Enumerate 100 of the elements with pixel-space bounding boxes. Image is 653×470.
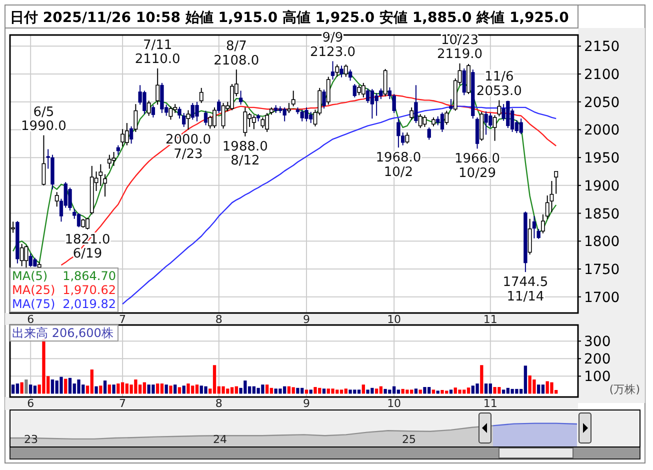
candlestick [519, 118, 523, 135]
bar [265, 384, 269, 394]
candlestick [286, 102, 291, 114]
candlestick [357, 84, 362, 96]
bar [466, 388, 470, 394]
x-tick-label: 9 [302, 397, 310, 410]
bar [348, 390, 352, 394]
y-axis-title: (万株) [609, 383, 640, 396]
candlestick [492, 114, 497, 142]
bar [94, 386, 98, 394]
bar [344, 388, 348, 394]
bar [174, 384, 177, 394]
bar [120, 382, 124, 394]
bar [125, 384, 129, 394]
candlestick [414, 84, 418, 124]
annotation: 7/11 2110.0 [134, 38, 180, 68]
x-tick-label: 7 [119, 313, 126, 326]
annotation: 1744.5 11/14 [502, 275, 548, 304]
bar [414, 388, 418, 394]
bar [374, 388, 378, 394]
bar [423, 387, 426, 394]
annotation: 1966.0 10/29 [454, 152, 500, 181]
bar [506, 388, 510, 394]
bar [142, 382, 146, 394]
bar [24, 379, 28, 394]
chart-title: 日付 2025/11/26 10:58 始値 1,915.0 高値 1,925.0 安値 1,885.0 終値 1,925.0 [10, 9, 570, 26]
bar [234, 386, 238, 394]
candlestick [383, 68, 388, 97]
bar [20, 382, 24, 394]
series-label: MA(5) [12, 269, 48, 283]
bar [396, 390, 400, 394]
candlestick [42, 134, 46, 186]
y-tick-label: 2050 [584, 94, 620, 111]
bar [541, 384, 545, 394]
candlestick [156, 68, 160, 106]
candlestick [427, 126, 431, 140]
candlestick [291, 90, 296, 107]
candlestick [540, 214, 545, 234]
candlestick [340, 65, 344, 78]
bar [77, 379, 80, 394]
candlestick [103, 174, 108, 198]
x-tick-label: 6 [27, 313, 34, 326]
bar [287, 386, 291, 394]
y-tick-label: 2150 [584, 39, 620, 56]
bar [68, 378, 72, 394]
bar [64, 378, 68, 394]
bar [537, 384, 540, 394]
bar [532, 379, 536, 394]
candlestick [243, 106, 248, 137]
candlestick [260, 116, 265, 129]
annotation: 6/5 1990.0 [20, 104, 66, 134]
candlestick [252, 114, 256, 130]
bar [222, 386, 225, 394]
bar [252, 386, 256, 394]
candlestick [405, 132, 410, 144]
bar [476, 384, 479, 394]
x-tick-label: 8 [215, 397, 222, 410]
bar [169, 386, 172, 394]
annotation: 10/23 2119.0 [437, 32, 483, 62]
bar [331, 388, 334, 394]
x-tick-label: 11 [483, 313, 498, 326]
bar [296, 388, 300, 394]
candlestick [322, 89, 326, 110]
bar [16, 384, 20, 394]
candlestick [238, 90, 243, 106]
candlestick [396, 118, 400, 148]
candlestick [116, 144, 120, 156]
candlestick [129, 126, 134, 144]
candlestick [76, 212, 81, 228]
bar [156, 384, 160, 394]
y-tick-label: 300 [584, 334, 611, 350]
candlestick [422, 114, 427, 128]
candlestick [134, 104, 138, 132]
chart-title: 出来高 206,600株 [12, 326, 114, 340]
candlestick [151, 104, 156, 118]
candlestick [554, 170, 558, 194]
x-tick-label: 24 [213, 433, 227, 446]
bar [436, 390, 440, 394]
bar [458, 390, 462, 394]
bar [204, 386, 208, 394]
x-tick-label: 6 [27, 397, 34, 410]
y-tick-label: 1850 [584, 206, 620, 222]
text: MA(75) [12, 297, 56, 311]
candlestick [348, 69, 352, 82]
series-label: MA(25) [12, 283, 56, 297]
bar [103, 380, 107, 394]
bar [270, 388, 274, 394]
y-tick-label: 1750 [584, 262, 620, 278]
candlestick [217, 99, 221, 114]
y-tick-label: 100 [584, 369, 611, 386]
annotation: 1968.0 10/2 [376, 150, 422, 180]
candlestick [330, 60, 335, 80]
candlestick [528, 218, 532, 256]
y-tick-label: 200 [584, 352, 611, 368]
bar [11, 384, 15, 394]
candlestick [335, 64, 340, 78]
bar [186, 384, 190, 394]
bar [488, 384, 492, 394]
bar [50, 379, 54, 394]
bar [29, 384, 32, 394]
